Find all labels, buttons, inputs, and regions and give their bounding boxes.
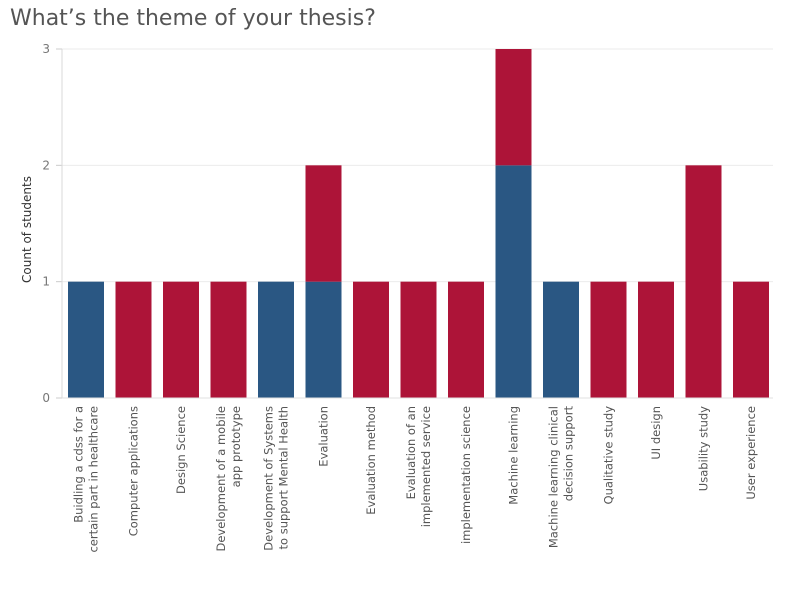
bar-segment xyxy=(305,281,342,398)
bar-segment xyxy=(210,281,247,398)
y-tick-label: 0 xyxy=(42,391,50,405)
x-tick-label: implementation science xyxy=(459,406,473,544)
bar-segment xyxy=(68,281,104,398)
x-tick-label: Design Science xyxy=(174,406,188,494)
bar-segment xyxy=(353,281,389,398)
bar-segment xyxy=(115,281,152,398)
bar-segment xyxy=(258,281,294,398)
x-tick-label: User experience xyxy=(744,406,758,500)
x-tick-label: Computer applications xyxy=(127,406,141,536)
x-tick-label: Development of a mobileapp prototype xyxy=(214,406,243,552)
y-tick-label: 3 xyxy=(42,42,50,56)
y-tick-label: 1 xyxy=(42,275,50,289)
x-axis: Buidling a cdss for acertain part in hea… xyxy=(62,397,773,553)
y-axis-title: Count of students xyxy=(20,176,34,283)
bar-segment xyxy=(590,281,627,398)
bar-segment xyxy=(305,165,342,282)
bar-segment xyxy=(400,281,437,398)
x-tick-label: Evaluation method xyxy=(364,406,378,515)
bar-segment xyxy=(543,281,579,398)
bar-segment xyxy=(638,281,674,398)
x-tick-label: Buidling a cdss for acertain part in hea… xyxy=(72,406,101,553)
bar-segment xyxy=(495,49,532,166)
bars xyxy=(68,49,769,398)
x-tick-label: UI design xyxy=(649,406,663,460)
x-tick-label: Evaluation xyxy=(317,406,331,467)
x-tick-label: Qualitative study xyxy=(602,406,616,505)
x-tick-label: Machine learning xyxy=(507,406,521,505)
x-tick-label: Usability study xyxy=(697,406,711,491)
bar-segment xyxy=(448,281,484,398)
y-axis: 0 1 2 3 xyxy=(42,42,63,405)
bar-segment xyxy=(685,165,722,398)
x-tick-label: Machine learning clinicaldecision suppor… xyxy=(547,406,576,549)
bar-segment xyxy=(495,165,532,398)
gridlines xyxy=(62,48,773,283)
x-tick-label: Evaluation of animplemented service xyxy=(404,406,433,527)
bar-segment xyxy=(733,281,769,398)
x-tick-label: Development of Systemsto support Mental … xyxy=(262,406,291,551)
page-title: What’s the theme of your thesis? xyxy=(10,6,376,31)
bar-segment xyxy=(163,281,199,398)
y-tick-label: 2 xyxy=(42,158,50,172)
